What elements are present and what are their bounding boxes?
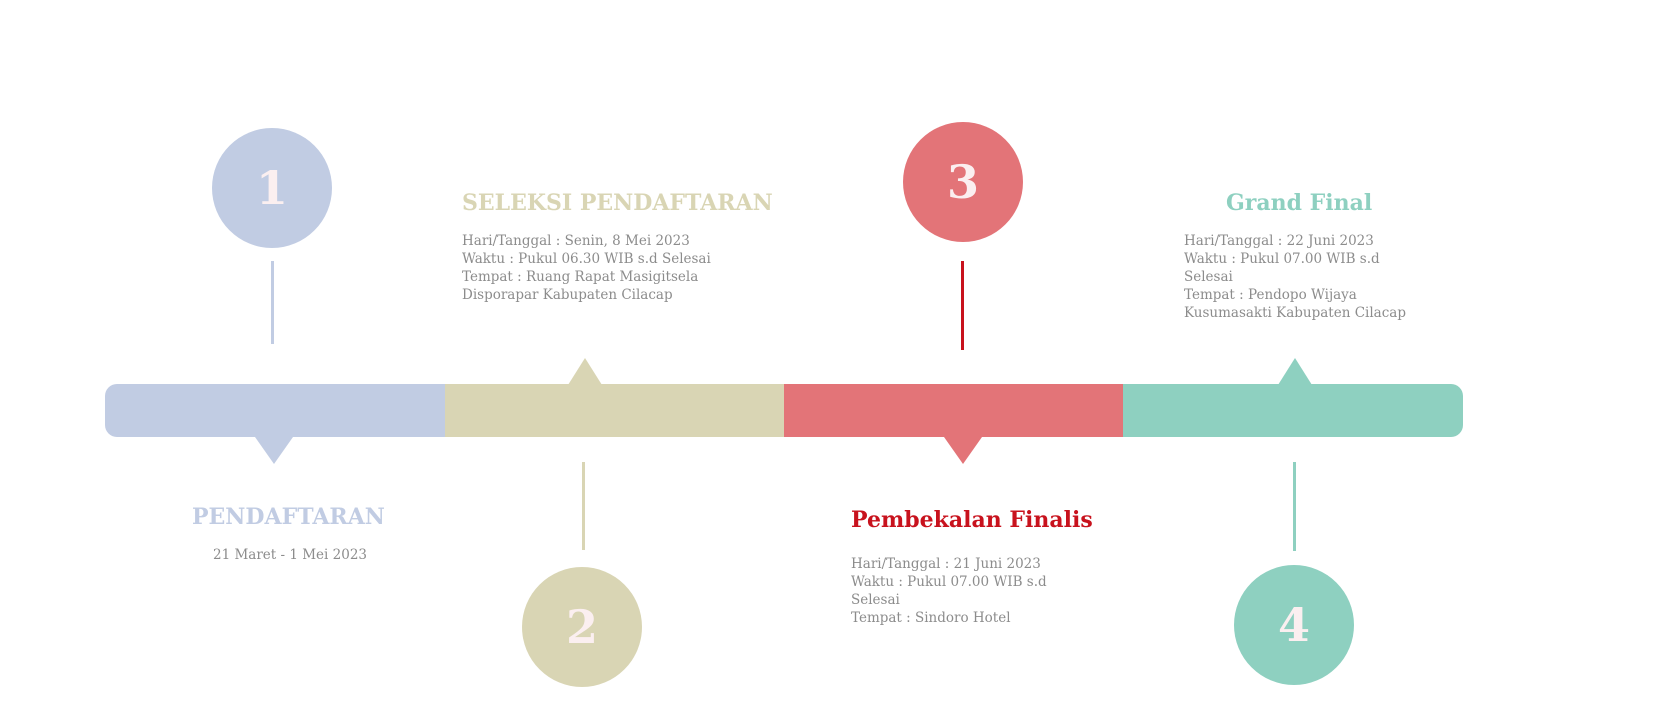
pointer-up-4 [1278,358,1312,385]
timeline-segment-1 [105,384,445,437]
stage-1-connector [271,261,274,344]
stage-4-line: Waktu : Pukul 07.00 WIB s.d [1184,251,1380,267]
stage-2-connector [582,462,585,550]
stage-4-number-circle: 4 [1234,565,1354,685]
stage-1-number-circle: 1 [212,128,332,248]
stage-4-line: Hari/Tanggal : 22 Juni 2023 [1184,233,1374,249]
stage-3-line: Waktu : Pukul 07.00 WIB s.d [851,574,1047,590]
stage-3-title: Pembekalan Finalis [851,507,1093,533]
stage-4-line: Kusumasakti Kabupaten Cilacap [1184,305,1406,321]
stage-4-details: Hari/Tanggal : 22 Juni 2023 Waktu : Puku… [1184,232,1406,322]
stage-2-line: Waktu : Pukul 06.30 WIB s.d Selesai [462,251,711,267]
timeline-segment-4 [1123,384,1463,437]
stage-3-line: Hari/Tanggal : 21 Juni 2023 [851,556,1041,572]
stage-1-number: 1 [255,161,288,215]
stage-2-details: Hari/Tanggal : Senin, 8 Mei 2023 Waktu :… [462,232,711,304]
stage-4-line: Tempat : Pendopo Wijaya [1184,287,1357,303]
stage-3-number: 3 [946,155,979,209]
stage-3-number-circle: 3 [903,122,1023,242]
pointer-down-3 [944,437,982,464]
timeline-segment-2 [445,384,784,437]
stage-2-title: SELEKSI PENDAFTARAN [462,190,773,216]
stage-1-line: 21 Maret - 1 Mei 2023 [213,547,368,563]
stage-2-line: Disporapar Kabupaten Cilacap [462,287,673,303]
stage-4-connector [1293,462,1296,551]
stage-4-title: Grand Final [1226,190,1373,216]
stage-1-title: PENDAFTARAN [192,504,385,530]
stage-2-line: Tempat : Ruang Rapat Masigitsela [462,269,699,285]
stage-1-details: 21 Maret - 1 Mei 2023 [213,546,367,564]
stage-4-number: 4 [1277,598,1310,652]
stage-3-connector [961,261,964,350]
stage-3-details: Hari/Tanggal : 21 Juni 2023 Waktu : Puku… [851,555,1047,627]
pointer-down-1 [255,437,293,464]
stage-2-line: Hari/Tanggal : Senin, 8 Mei 2023 [462,233,690,249]
stage-3-line: Selesai [851,592,900,608]
stage-2-number: 2 [565,600,598,654]
stage-4-line: Selesai [1184,269,1233,285]
stage-2-number-circle: 2 [522,567,642,687]
timeline-segment-3 [784,384,1123,437]
pointer-up-2 [568,358,602,385]
stage-3-line: Tempat : Sindoro Hotel [851,610,1011,626]
